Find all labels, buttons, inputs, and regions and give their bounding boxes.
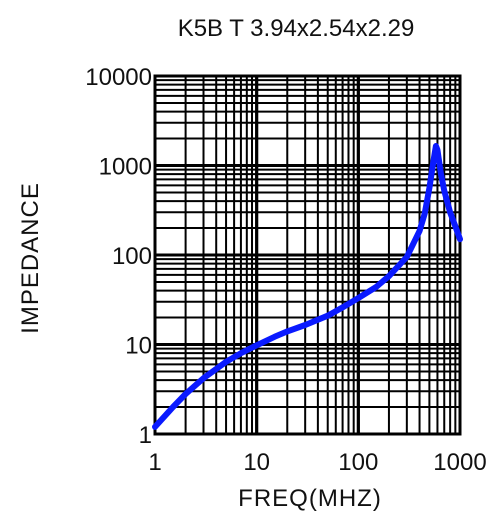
x-tick-label: 1 <box>148 449 161 476</box>
y-tick-label: 1 <box>139 422 152 449</box>
y-tick-label: 100 <box>112 243 152 270</box>
plot-frame <box>153 74 462 436</box>
y-tick-label: 10000 <box>85 64 152 91</box>
x-axis-label: FREQ(MHZ) <box>238 485 382 512</box>
y-tick-labels: 1 10 100 1000 10000 <box>85 64 152 449</box>
x-tick-label: 100 <box>338 449 378 476</box>
grid <box>153 74 462 436</box>
x-tick-labels: 1 10 100 1000 <box>148 449 486 476</box>
x-tick-label: 1000 <box>433 449 486 476</box>
chart-title: K5B T 3.94x2.54x2.29 <box>178 15 415 42</box>
impedance-series-line <box>152 143 463 430</box>
series-layer <box>152 143 463 430</box>
y-tick-label: 10 <box>125 333 152 360</box>
x-tick-label: 10 <box>243 449 270 476</box>
y-tick-label: 1000 <box>99 154 152 181</box>
y-axis-label: IMPEDANCE <box>17 182 44 334</box>
